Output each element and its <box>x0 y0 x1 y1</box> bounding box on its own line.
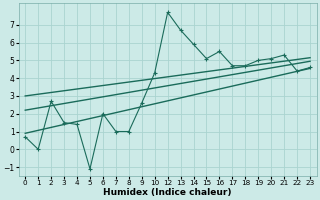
X-axis label: Humidex (Indice chaleur): Humidex (Indice chaleur) <box>103 188 232 197</box>
